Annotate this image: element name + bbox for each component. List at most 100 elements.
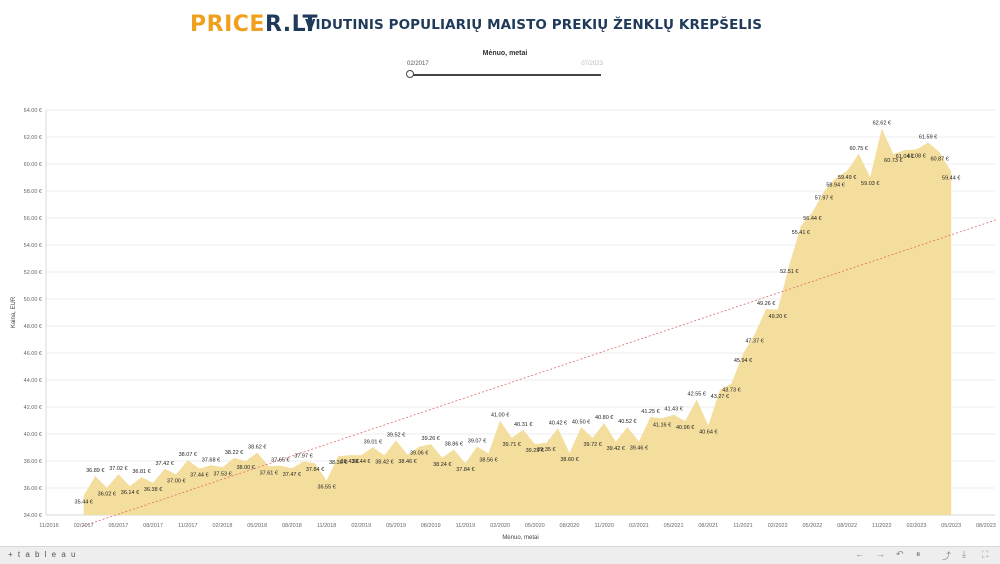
data-point[interactable]	[522, 429, 524, 431]
data-point[interactable]	[464, 462, 466, 464]
data-point[interactable]	[904, 149, 906, 151]
data-point[interactable]	[395, 439, 397, 441]
tableau-logo[interactable]: + t a b l e a u	[8, 550, 77, 559]
data-point[interactable]	[210, 464, 212, 466]
data-point[interactable]	[811, 211, 813, 213]
data-point[interactable]	[615, 441, 617, 443]
filter-slider-track[interactable]	[409, 74, 601, 76]
data-point[interactable]	[753, 333, 755, 335]
data-point[interactable]	[106, 487, 108, 489]
data-point[interactable]	[326, 479, 328, 481]
data-point[interactable]	[129, 485, 131, 487]
data-point[interactable]	[915, 148, 917, 150]
data-point[interactable]	[869, 176, 871, 178]
data-point[interactable]	[881, 128, 883, 130]
data-point[interactable]	[198, 467, 200, 469]
data-point[interactable]	[453, 448, 455, 450]
revert-icon[interactable]: ↶	[896, 549, 904, 559]
data-point[interactable]	[939, 151, 941, 153]
data-point[interactable]	[765, 308, 767, 310]
data-point[interactable]	[684, 420, 686, 422]
data-point[interactable]	[545, 442, 547, 444]
pause-icon[interactable]: ⏸	[916, 549, 921, 559]
data-point[interactable]	[834, 177, 836, 179]
pricer-logo[interactable]: PRICER.LT	[190, 12, 318, 37]
data-point[interactable]	[696, 398, 698, 400]
data-point[interactable]	[592, 437, 594, 439]
forward-icon[interactable]: →	[876, 549, 885, 559]
data-point[interactable]	[221, 466, 223, 468]
data-point[interactable]	[187, 459, 189, 461]
data-point[interactable]	[441, 457, 443, 459]
data-point[interactable]	[279, 465, 281, 467]
month-year-filter[interactable]: Mėnuo, metai 02/2017 07/2023	[405, 50, 605, 80]
data-point[interactable]	[430, 443, 432, 445]
data-point[interactable]	[94, 475, 96, 477]
data-point[interactable]	[233, 457, 235, 459]
data-point[interactable]	[314, 462, 316, 464]
fullscreen-icon[interactable]: ⛶	[982, 549, 989, 559]
data-point[interactable]	[649, 416, 651, 418]
data-point[interactable]	[534, 443, 536, 445]
data-point[interactable]	[487, 452, 489, 454]
data-point[interactable]	[858, 153, 860, 155]
back-icon[interactable]: ←	[855, 549, 864, 559]
data-point[interactable]	[730, 383, 732, 385]
filter-slider-handle[interactable]	[406, 70, 414, 78]
data-label: 40.64 €	[699, 429, 717, 435]
filter-label: Mėnuo, metai	[482, 50, 528, 57]
data-point[interactable]	[777, 309, 779, 311]
data-point[interactable]	[557, 427, 559, 429]
data-label: 43.27 €	[711, 394, 729, 400]
data-point[interactable]	[418, 446, 420, 448]
data-point[interactable]	[673, 414, 675, 416]
data-point[interactable]	[892, 153, 894, 155]
data-point[interactable]	[256, 452, 258, 454]
x-tick-label: 08/2022	[837, 523, 857, 529]
data-point[interactable]	[707, 424, 709, 426]
data-point[interactable]	[164, 468, 166, 470]
data-point[interactable]	[83, 494, 85, 496]
data-point[interactable]	[568, 452, 570, 454]
data-point[interactable]	[950, 170, 952, 172]
data-point[interactable]	[638, 440, 640, 442]
data-point[interactable]	[360, 454, 362, 456]
data-point[interactable]	[788, 264, 790, 266]
data-label: 38.86 €	[445, 441, 463, 447]
y-tick-label: 48.00 €	[24, 324, 42, 330]
data-point[interactable]	[476, 445, 478, 447]
data-point[interactable]	[406, 454, 408, 456]
data-point[interactable]	[117, 473, 119, 475]
data-label: 37.84 €	[456, 467, 474, 473]
data-point[interactable]	[337, 455, 339, 457]
data-point[interactable]	[719, 389, 721, 391]
data-point[interactable]	[626, 426, 628, 428]
price-area-series[interactable]	[83, 128, 952, 515]
data-point[interactable]	[800, 225, 802, 227]
data-point[interactable]	[175, 473, 177, 475]
data-label: 37.61 €	[260, 470, 278, 476]
data-point[interactable]	[499, 419, 501, 421]
data-point[interactable]	[823, 190, 825, 192]
data-point[interactable]	[742, 353, 744, 355]
data-point[interactable]	[580, 426, 582, 428]
x-tick-label: 11/2022	[872, 523, 891, 529]
data-point[interactable]	[349, 454, 351, 456]
data-point[interactable]	[846, 170, 848, 172]
data-point[interactable]	[372, 446, 374, 448]
data-point[interactable]	[603, 422, 605, 424]
share-icon[interactable]: ⤴	[942, 551, 952, 561]
price-area-chart[interactable]: 34.00 € 36.00 € 38.00 € 40.00 € 42.00 € 44.00…	[0, 95, 1000, 546]
data-point[interactable]	[140, 476, 142, 478]
filter-from-value: 02/2017	[407, 61, 429, 67]
data-point[interactable]	[291, 467, 293, 469]
data-point[interactable]	[927, 141, 929, 143]
download-icon[interactable]: ⤓	[962, 549, 966, 559]
data-point[interactable]	[302, 460, 304, 462]
data-point[interactable]	[511, 437, 513, 439]
data-point[interactable]	[245, 460, 247, 462]
data-point[interactable]	[383, 454, 385, 456]
data-point[interactable]	[268, 465, 270, 467]
data-point[interactable]	[152, 482, 154, 484]
data-point[interactable]	[661, 417, 663, 419]
